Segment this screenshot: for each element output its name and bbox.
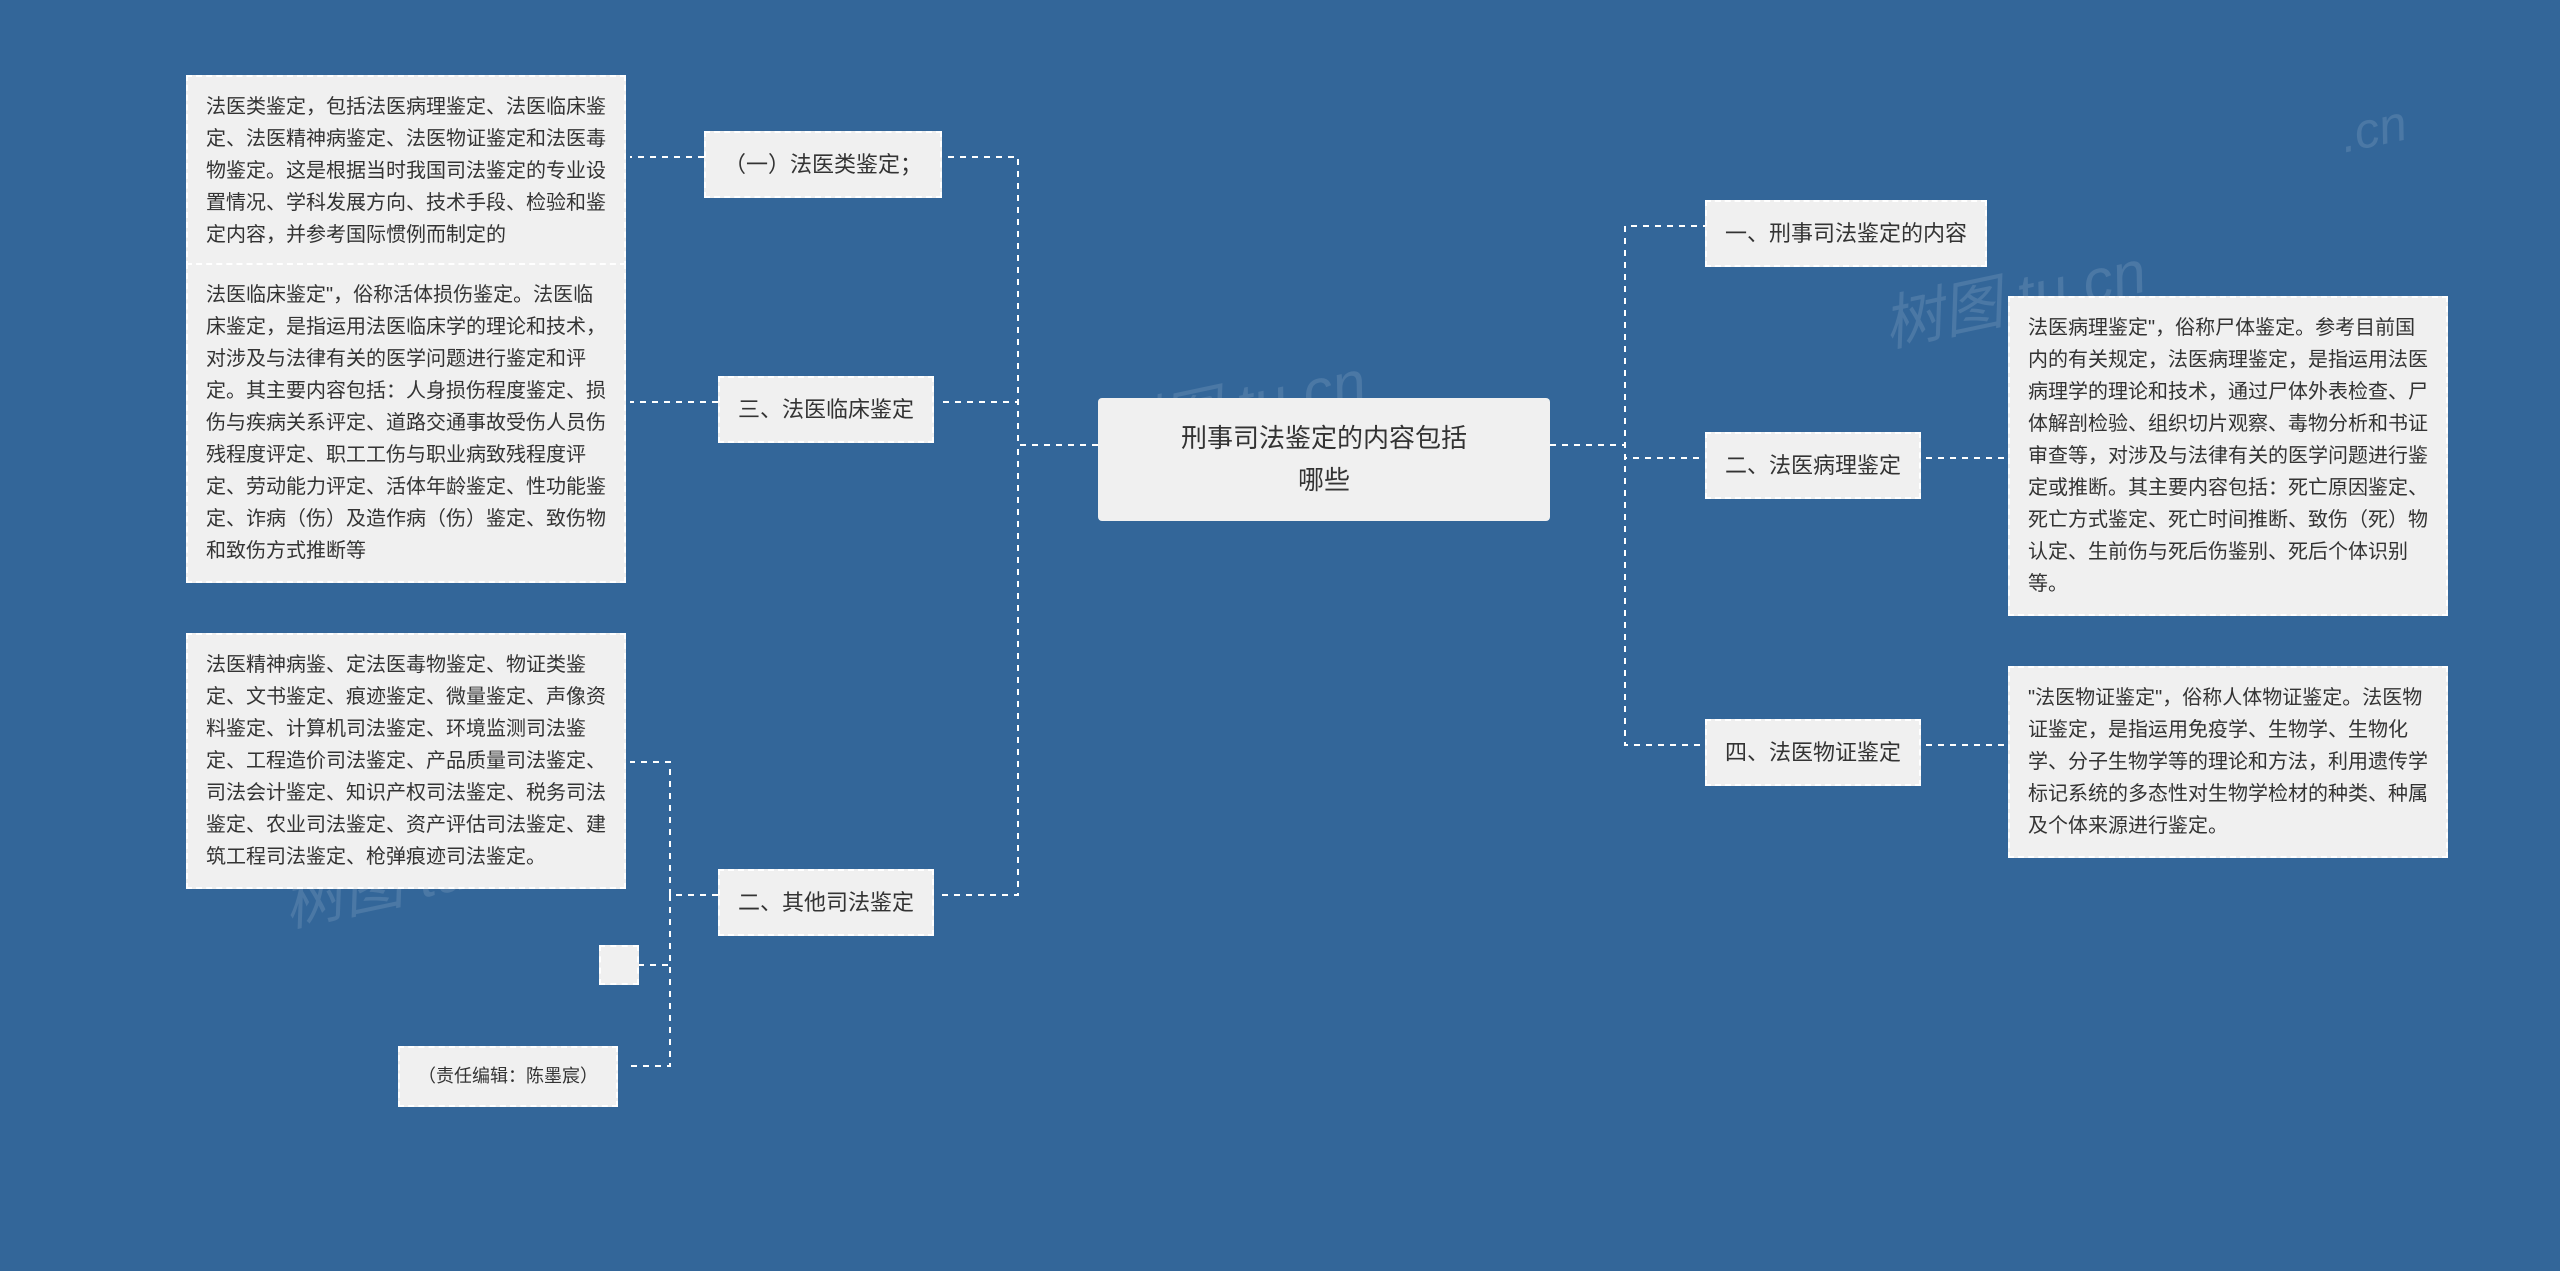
branch-r3: 四、法医物证鉴定 xyxy=(1705,719,1921,786)
tiny-l3 xyxy=(599,945,639,985)
content-l2: 法医临床鉴定"，俗称活体损伤鉴定。法医临床鉴定，是指运用法医临床学的理论和技术，… xyxy=(186,263,626,583)
editor-l3: （责任编辑：陈墨宸） xyxy=(398,1046,618,1107)
branch-r2: 二、法医病理鉴定 xyxy=(1705,432,1921,499)
content-l3: 法医精神病鉴、定法医毒物鉴定、物证类鉴定、文书鉴定、痕迹鉴定、微量鉴定、声像资料… xyxy=(186,633,626,889)
branch-l3: 二、其他司法鉴定 xyxy=(718,869,934,936)
center-line2: 哪些 xyxy=(1126,460,1522,502)
center-line1: 刑事司法鉴定的内容包括 xyxy=(1126,418,1522,460)
content-l1: 法医类鉴定，包括法医病理鉴定、法医临床鉴定、法医精神病鉴定、法医物证鉴定和法医毒… xyxy=(186,75,626,267)
center-node: 刑事司法鉴定的内容包括 哪些 xyxy=(1098,398,1550,521)
branch-l1: （一）法医类鉴定； xyxy=(704,131,942,198)
branch-l2: 三、法医临床鉴定 xyxy=(718,376,934,443)
content-r3: "法医物证鉴定"，俗称人体物证鉴定。法医物证鉴定，是指运用免疫学、生物学、生物化… xyxy=(2008,666,2448,858)
watermark: .cn xyxy=(2335,94,2412,165)
branch-r1: 一、刑事司法鉴定的内容 xyxy=(1705,200,1987,267)
content-r2: 法医病理鉴定"，俗称尸体鉴定。参考目前国内的有关规定，法医病理鉴定，是指运用法医… xyxy=(2008,296,2448,616)
